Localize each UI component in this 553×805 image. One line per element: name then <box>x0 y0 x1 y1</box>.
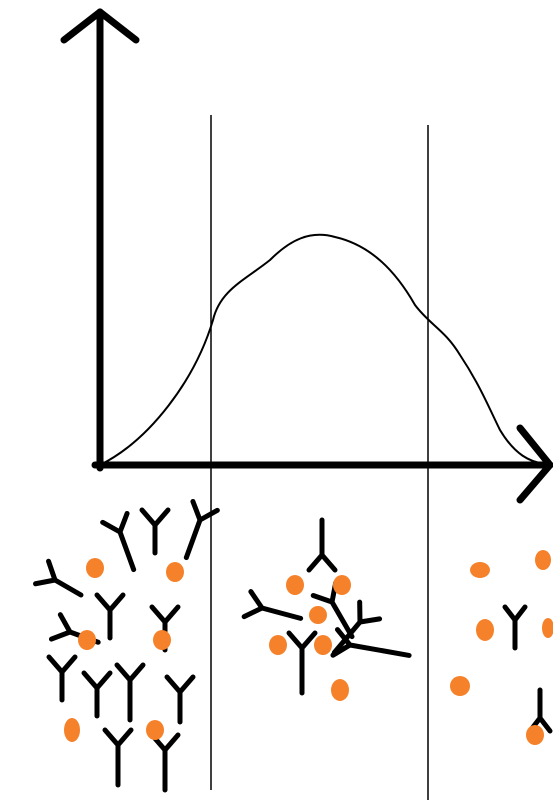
dot <box>535 550 551 570</box>
dot <box>309 606 327 624</box>
y-shape <box>33 558 84 598</box>
y-shape <box>100 510 137 573</box>
y-shape <box>81 670 113 719</box>
dot <box>153 630 171 650</box>
y-shape <box>241 589 304 621</box>
y-shape <box>94 592 126 641</box>
y-shape <box>139 507 171 556</box>
dot <box>542 618 553 638</box>
dot <box>470 562 490 578</box>
y-shape <box>114 662 146 723</box>
y-shape <box>164 674 196 725</box>
y-shape <box>331 599 383 656</box>
dot <box>78 630 96 650</box>
y-shape <box>502 604 528 651</box>
y-shape <box>102 727 134 788</box>
dot <box>526 725 544 745</box>
y-shape <box>330 627 412 658</box>
dot <box>450 676 470 696</box>
dot <box>333 575 351 595</box>
dot <box>269 635 287 655</box>
y-shape <box>46 654 78 703</box>
x-axis-arrow <box>516 424 553 504</box>
dot <box>314 635 332 655</box>
dot <box>476 619 494 641</box>
dot <box>146 720 164 740</box>
y-axis-arrow <box>60 8 140 44</box>
dot <box>86 558 104 578</box>
y-shape <box>286 630 318 696</box>
curve <box>99 233 546 466</box>
y-shape <box>306 517 338 573</box>
y-shape <box>183 498 220 561</box>
dot <box>166 562 184 582</box>
dot <box>331 679 349 701</box>
dot <box>64 718 80 742</box>
dot <box>286 575 304 595</box>
